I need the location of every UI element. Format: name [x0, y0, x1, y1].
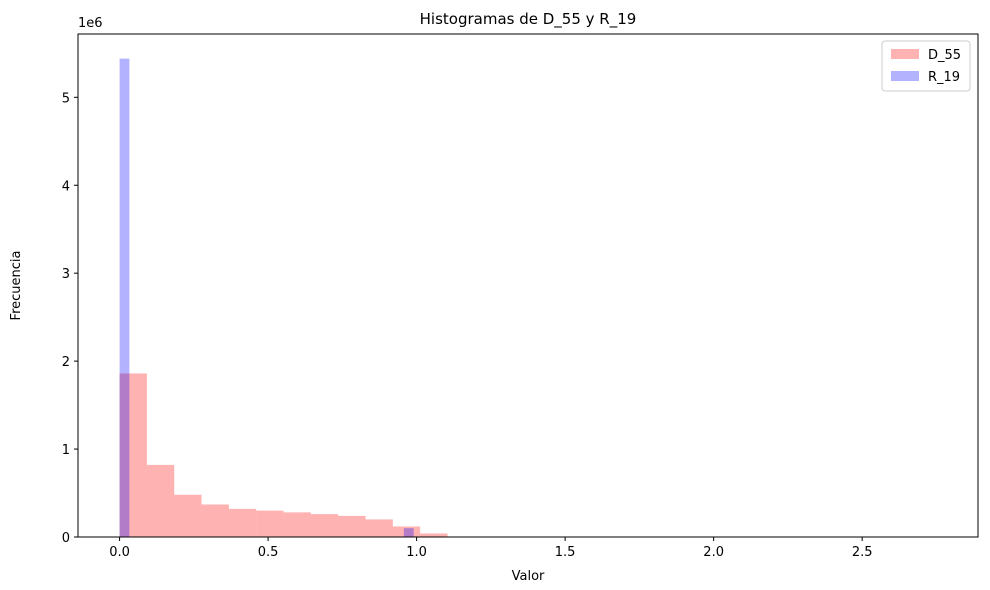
- legend-label-d_55: D_55: [928, 48, 961, 63]
- bar-d_55-11: [420, 533, 448, 537]
- legend-label-r_19: R_19: [928, 70, 960, 85]
- x-tick-label: 0.0: [109, 545, 130, 560]
- y-tick-label: 2: [62, 355, 70, 370]
- bar-d_55-10: [392, 526, 421, 537]
- y-axis-ticks: 0 1 2 3 4 5: [62, 91, 78, 546]
- y-offset-text: 1e6: [78, 16, 103, 31]
- x-tick-label: 0.5: [258, 545, 279, 560]
- legend-box: [881, 40, 971, 92]
- legend: D_55 R_19: [881, 40, 971, 92]
- bar-d_55-0: [119, 373, 147, 537]
- x-tick-label: 2.5: [852, 545, 873, 560]
- bar-r_19-0: [119, 58, 130, 538]
- y-tick-label: 5: [62, 91, 70, 106]
- y-tick-label: 1: [62, 443, 70, 458]
- bar-d_55-1: [146, 464, 175, 537]
- bar-d_55-6: [283, 512, 311, 537]
- bar-d_55-2: [174, 494, 202, 537]
- legend-swatch-d_55: [891, 49, 919, 59]
- bar-d_55-5: [256, 510, 284, 537]
- plot-frame: [77, 33, 979, 538]
- x-axis-ticks: 0.0 0.5 1.0 1.5 2.0 2.5: [109, 537, 873, 560]
- bar-d_55-8: [338, 515, 366, 537]
- bar-r_19-1: [403, 528, 414, 537]
- x-tick-label: 1.5: [555, 545, 576, 560]
- bar-d_55-3: [201, 504, 229, 537]
- y-tick-label: 0: [62, 531, 70, 546]
- y-axis-label: Frecuencia: [9, 251, 24, 321]
- x-tick-label: 2.0: [703, 545, 724, 560]
- bar-d_55-4: [228, 508, 257, 537]
- y-tick-label: 4: [62, 179, 70, 194]
- chart-title: Histogramas de D_55 y R_19: [420, 10, 637, 29]
- legend-swatch-r_19: [891, 71, 919, 81]
- y-tick-label: 3: [62, 267, 70, 282]
- bar-d_55-7: [310, 514, 339, 537]
- x-tick-label: 1.0: [406, 545, 427, 560]
- bar-d_55-9: [365, 519, 393, 537]
- x-axis-label: Valor: [512, 569, 545, 584]
- bars-layer: [119, 58, 475, 538]
